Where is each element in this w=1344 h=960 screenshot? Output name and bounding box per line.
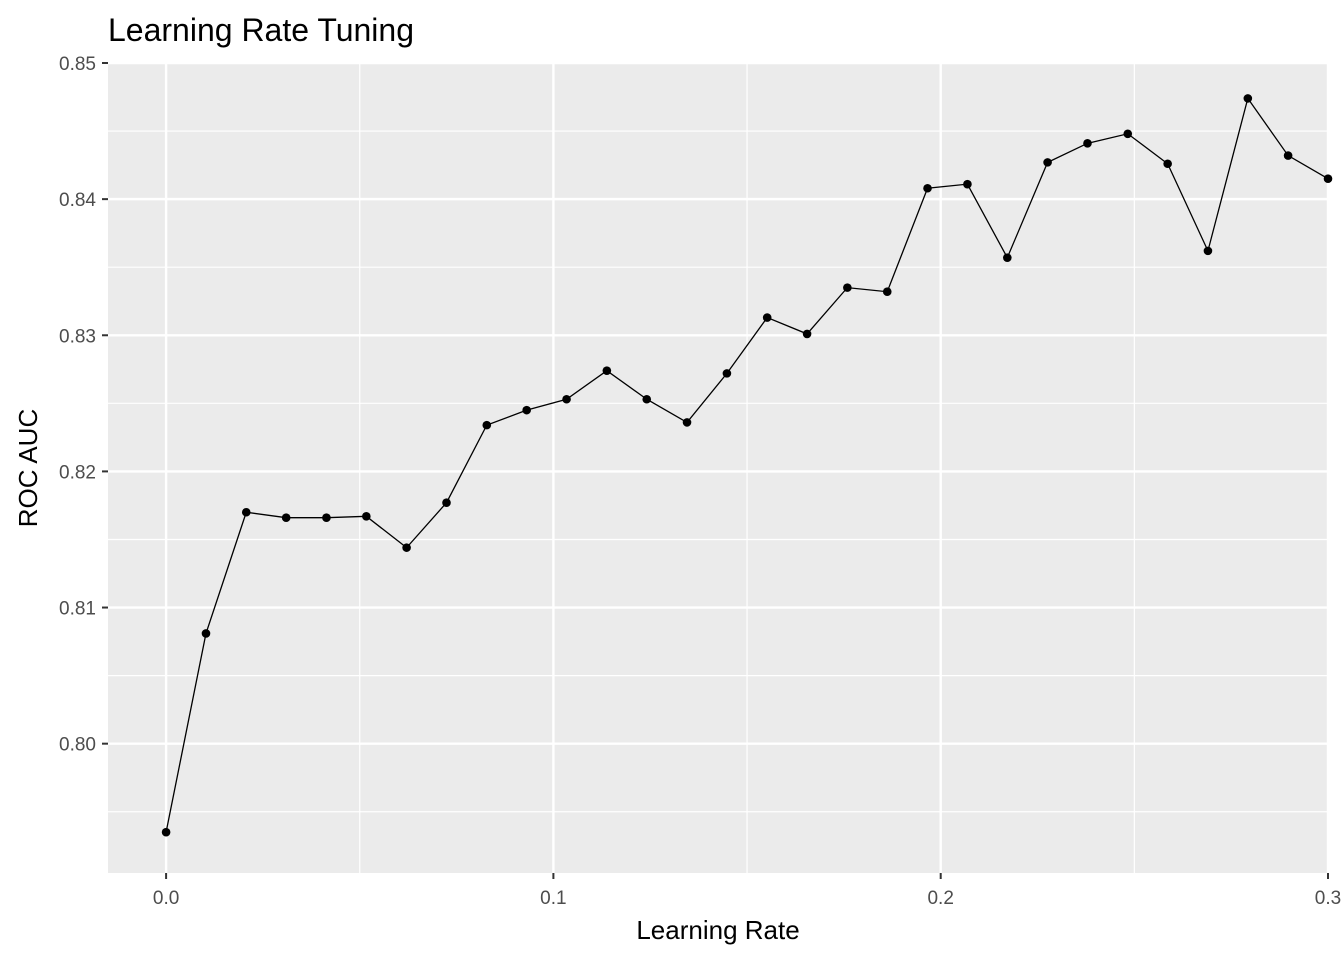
data-point xyxy=(562,394,571,404)
x-tick-label: 0.2 xyxy=(927,888,953,909)
data-point xyxy=(322,513,331,522)
data-point xyxy=(642,394,652,404)
chart-title: Learning Rate Tuning xyxy=(108,12,414,48)
data-point xyxy=(241,507,251,517)
data-point xyxy=(281,513,291,522)
axis-ticks xyxy=(102,62,1329,879)
data-point xyxy=(963,179,972,189)
data-point xyxy=(1043,158,1052,167)
y-axis-title: ROC AUC xyxy=(13,409,43,527)
data-point xyxy=(1203,246,1213,256)
data-point xyxy=(1003,253,1012,262)
y-tick-label: 0.83 xyxy=(59,326,96,347)
data-point xyxy=(482,420,492,430)
y-tick-label: 0.84 xyxy=(59,190,96,211)
data-point xyxy=(402,543,411,552)
data-point xyxy=(442,498,451,508)
data-point xyxy=(161,827,171,837)
series-line xyxy=(165,96,1329,833)
data-point xyxy=(1163,159,1172,169)
data-point xyxy=(362,512,371,521)
y-tick-label: 0.80 xyxy=(59,735,96,756)
major-gridlines xyxy=(108,61,1330,873)
y-axis-tick-labels: 0.80 0.81 0.82 0.83 0.84 0.85 xyxy=(59,54,96,756)
data-point xyxy=(722,369,732,378)
x-axis-tick-labels: 0.0 0.1 0.2 0.3 xyxy=(153,888,1341,909)
data-point xyxy=(201,629,211,638)
plot-panel xyxy=(108,63,1328,873)
data-point xyxy=(1323,174,1333,184)
data-point xyxy=(1123,129,1133,139)
data-point xyxy=(602,366,612,375)
data-point xyxy=(802,329,812,339)
data-point xyxy=(522,405,531,415)
y-tick-label: 0.81 xyxy=(59,599,96,620)
data-point xyxy=(1083,139,1092,148)
y-tick-label: 0.85 xyxy=(59,54,96,75)
data-point xyxy=(923,183,932,193)
x-tick-label: 0.1 xyxy=(540,888,566,909)
data-point xyxy=(882,287,892,297)
data-point xyxy=(762,313,772,322)
x-tick-label: 0.3 xyxy=(1315,888,1341,909)
data-point xyxy=(1283,151,1293,160)
x-tick-label: 0.0 xyxy=(153,888,179,909)
data-point xyxy=(843,283,852,292)
data-point xyxy=(682,418,692,427)
y-tick-label: 0.82 xyxy=(59,462,96,483)
series-layer xyxy=(161,94,1333,837)
x-axis-title: Learning Rate xyxy=(636,915,799,945)
data-point xyxy=(1243,94,1253,103)
